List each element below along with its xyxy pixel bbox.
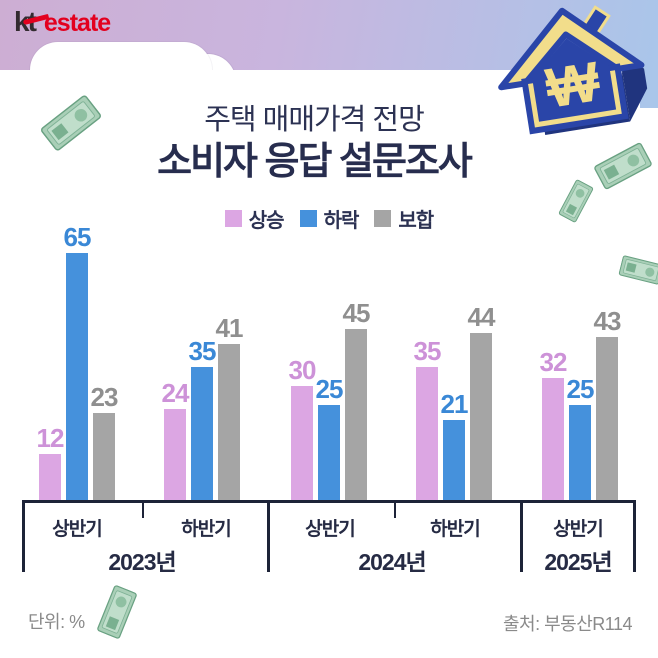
bar-하락-2024년 하반기 xyxy=(443,420,465,500)
half-year-label: 상반기 xyxy=(553,519,603,540)
bar-상승-2023년 하반기 xyxy=(164,409,186,500)
half-year-label: 하반기 xyxy=(181,519,231,540)
bar-value-하락-2025년 상반기: 25 xyxy=(566,374,595,404)
bar-보합-2024년 하반기 xyxy=(470,333,492,500)
bar-상승-2025년 상반기 xyxy=(542,378,564,500)
bar-value-하락-2024년 하반기: 21 xyxy=(440,389,469,419)
bar-상승-2024년 상반기 xyxy=(291,386,313,500)
axis-divider xyxy=(633,500,636,572)
legend-label-fall: 하락 xyxy=(323,210,360,232)
bar-보합-2023년 하반기 xyxy=(218,344,240,500)
year-label: 2024년 xyxy=(358,549,426,575)
bar-value-상승-2024년 상반기: 30 xyxy=(288,355,317,385)
house-interior xyxy=(532,38,617,122)
bar-value-하락-2023년 상반기: 65 xyxy=(63,222,92,252)
half-year-label: 하반기 xyxy=(430,519,480,540)
legend-swatch-flat xyxy=(374,210,392,227)
bar-value-보합-2025년 상반기: 43 xyxy=(593,306,622,336)
year-label: 2023년 xyxy=(108,549,176,575)
source-label: 출처: 부동산R114 xyxy=(503,614,633,634)
legend-swatch-rise xyxy=(224,210,242,227)
chart-legend: 상승 하락 보합 xyxy=(0,204,658,233)
main-card xyxy=(0,70,640,658)
legend-swatch-fall xyxy=(299,210,317,227)
house-extrusion xyxy=(562,14,648,122)
bar-value-보합-2023년 하반기: 41 xyxy=(215,313,244,343)
bar-상승-2024년 하반기 xyxy=(416,367,438,500)
axis-divider xyxy=(267,500,270,572)
bar-value-보합-2023년 상반기: 23 xyxy=(90,382,119,412)
x-axis-baseline xyxy=(22,500,635,503)
chart-subtitle: 주택 매매가격 전망 xyxy=(204,104,425,136)
bar-보합-2024년 상반기 xyxy=(345,329,367,500)
bar-보합-2025년 상반기 xyxy=(596,337,618,500)
legend-item-flat: 보합 xyxy=(374,204,434,233)
bar-하락-2023년 상반기 xyxy=(66,253,88,500)
bar-하락-2024년 상반기 xyxy=(318,405,340,500)
legend-label-flat: 보합 xyxy=(398,210,434,232)
bar-value-하락-2024년 상반기: 25 xyxy=(315,374,344,404)
bar-하락-2025년 상반기 xyxy=(569,405,591,500)
bar-보합-2023년 상반기 xyxy=(93,413,115,500)
half-year-label: 상반기 xyxy=(52,519,102,540)
year-label: 2025년 xyxy=(544,549,612,575)
unit-label: 단위: % xyxy=(28,612,85,632)
bar-value-상승-2025년 상반기: 32 xyxy=(539,347,568,377)
estate-logo-text: estate xyxy=(43,9,111,37)
legend-item-rise: 상승 xyxy=(224,204,285,233)
axis-tick xyxy=(394,500,396,518)
bar-value-보합-2024년 하반기: 44 xyxy=(467,302,496,332)
bar-하락-2023년 하반기 xyxy=(191,367,213,500)
kt-estate-logo: kt estate xyxy=(14,6,111,38)
won-symbol: ₩ xyxy=(542,49,604,120)
bar-value-하락-2023년 하반기: 35 xyxy=(188,336,217,366)
legend-item-fall: 하락 xyxy=(299,204,360,233)
roof xyxy=(498,7,645,91)
bar-상승-2023년 상반기 xyxy=(39,454,61,500)
bar-value-상승-2024년 하반기: 35 xyxy=(413,336,442,366)
axis-divider xyxy=(22,500,25,572)
bar-value-상승-2023년 하반기: 24 xyxy=(161,378,190,408)
kt-logo-text: kt xyxy=(14,6,50,38)
house-won-icon: ₩ xyxy=(498,5,648,135)
chart-title: 소비자 응답 설문조사 xyxy=(157,141,473,183)
axis-divider xyxy=(520,500,523,572)
axis-tick xyxy=(142,500,144,518)
bar-value-보합-2024년 상반기: 45 xyxy=(342,298,371,328)
legend-label-rise: 상승 xyxy=(248,210,285,232)
half-year-label: 상반기 xyxy=(305,519,355,540)
bar-value-상승-2023년 상반기: 12 xyxy=(36,423,65,453)
